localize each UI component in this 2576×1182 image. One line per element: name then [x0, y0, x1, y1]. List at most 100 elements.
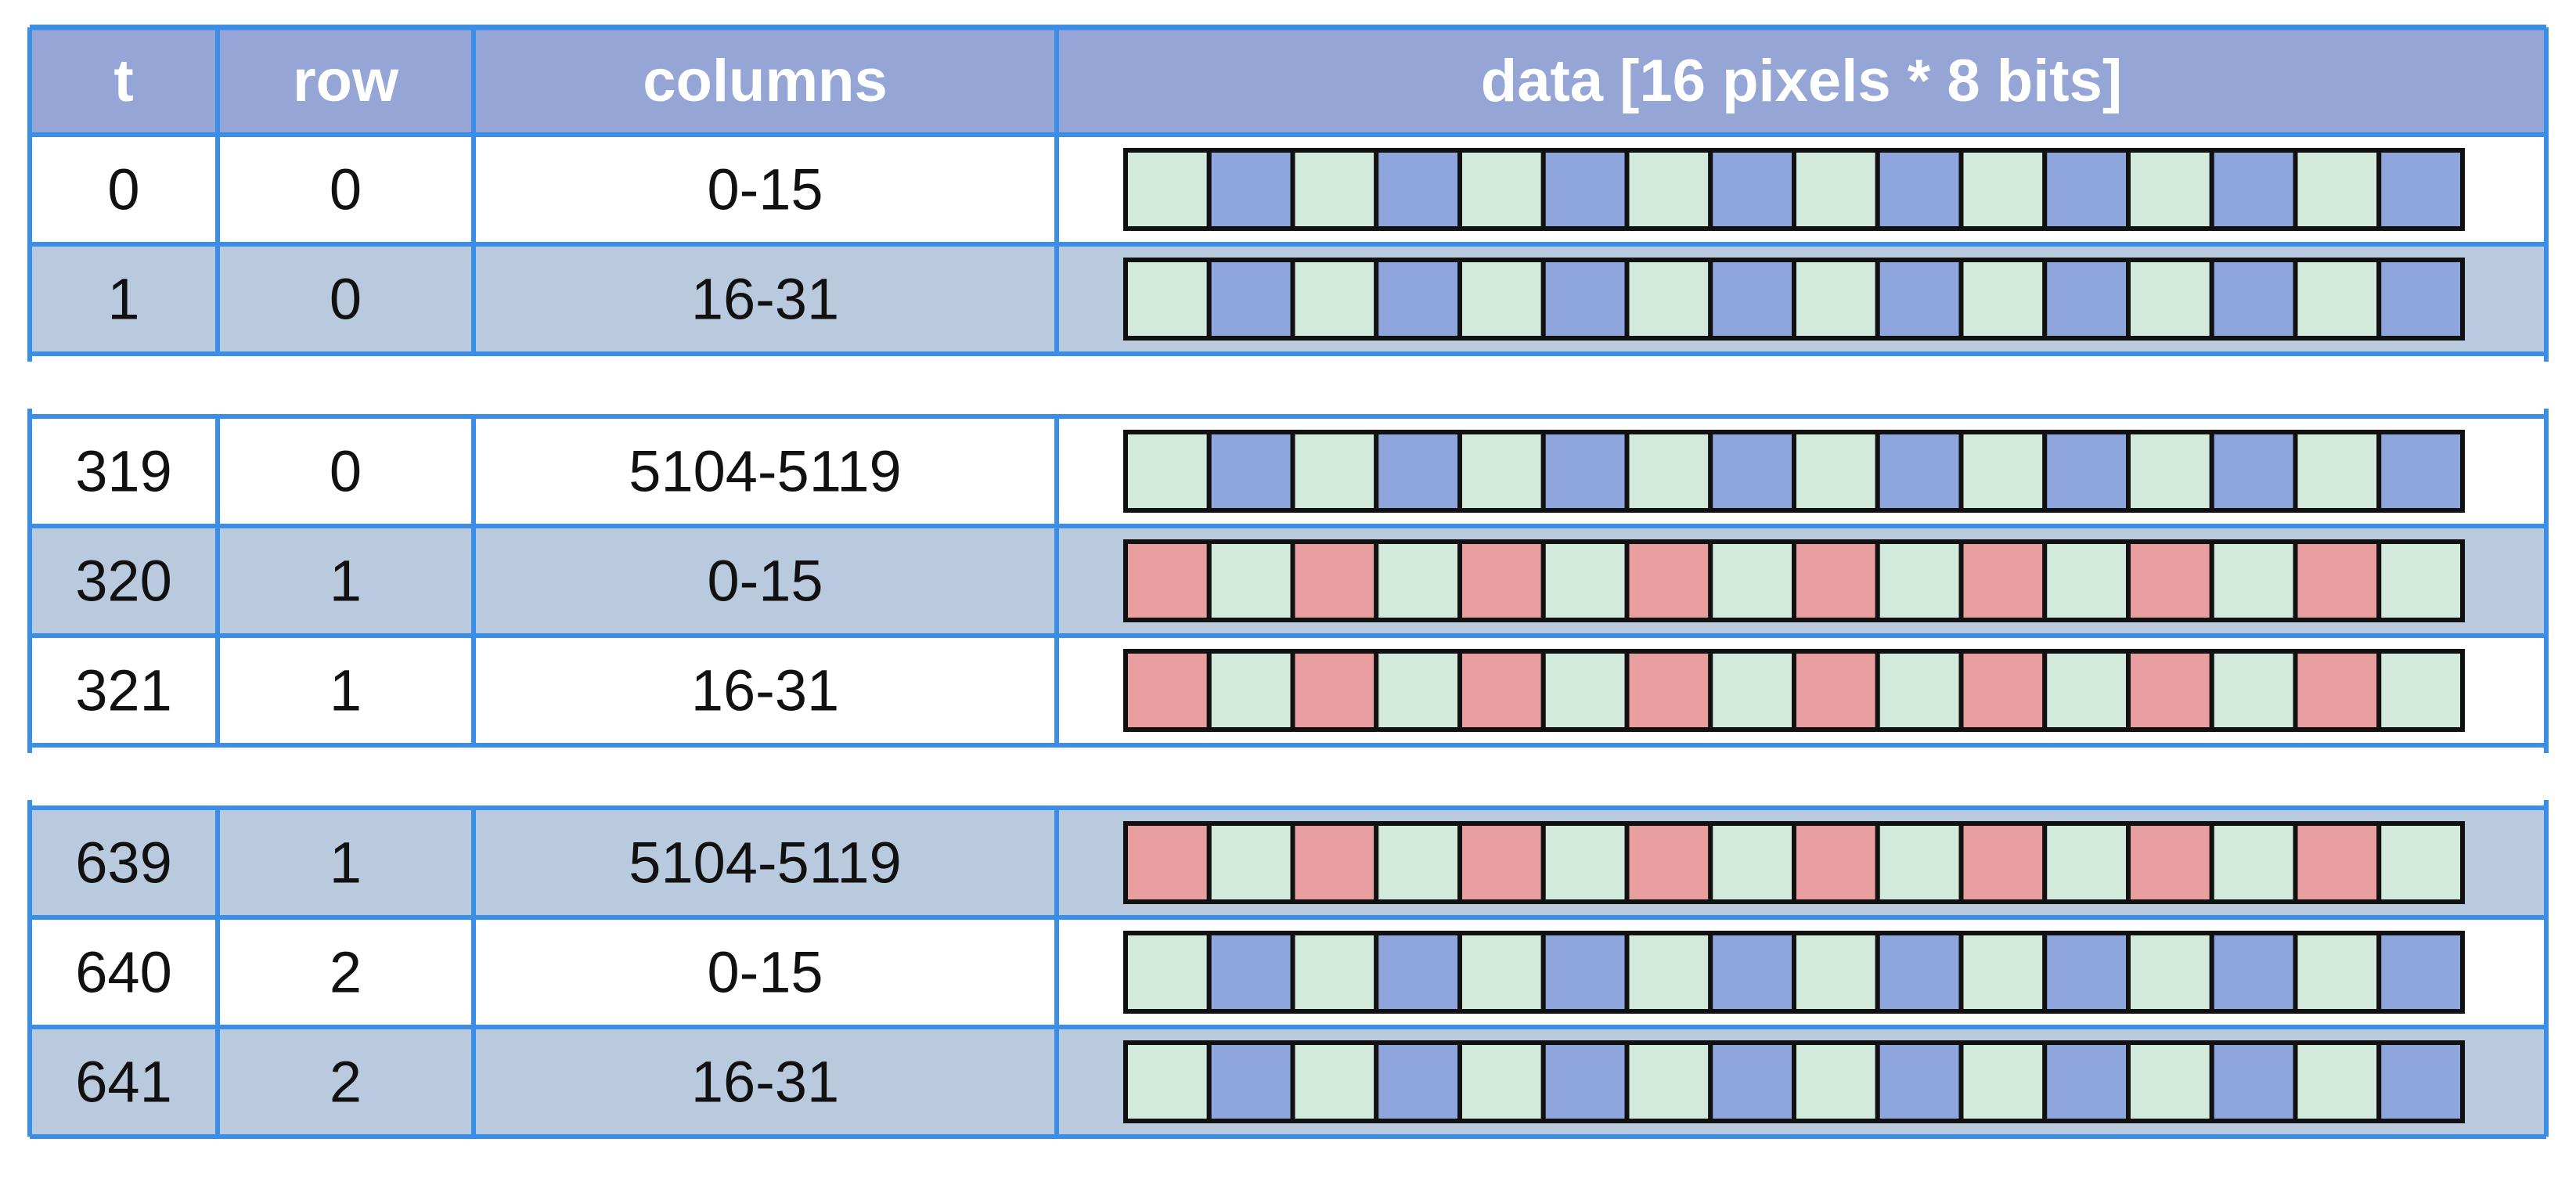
pixel-strip [1123, 931, 2465, 1014]
pixel-green [2126, 258, 2214, 341]
pixel-red [2126, 821, 2214, 904]
pixel-red [1958, 649, 2048, 732]
pixel-red [1457, 649, 1546, 732]
pixel-red [1123, 649, 1212, 732]
pixel-green [2376, 649, 2465, 732]
pixel-green [1123, 148, 1212, 231]
pixel-blue [1875, 931, 1964, 1014]
pixel-green [1792, 931, 1880, 1014]
pixel-green [1624, 1040, 1713, 1123]
pixel-blue [2376, 430, 2465, 513]
pixel-green [2376, 821, 2465, 904]
pixel-green [1374, 539, 1462, 622]
pixel-red [1792, 649, 1880, 732]
grid-lines [27, 24, 2549, 1139]
cell-t: 320 [75, 549, 171, 614]
pixel-strip [1123, 649, 2465, 732]
pixel-blue [1374, 430, 1462, 513]
table-row: 1 0 16-31 [30, 244, 2546, 354]
cell-t: 641 [75, 1050, 171, 1115]
pixel-green [1624, 430, 1713, 513]
pixel-green [1624, 931, 1713, 1014]
pixel-strip [1123, 821, 2465, 904]
pixel-blue [2042, 148, 2131, 231]
pixel-red [1123, 539, 1212, 622]
pixel-green [1457, 258, 1546, 341]
cell-t: 1 [107, 267, 139, 332]
pixel-green [1374, 649, 1462, 732]
pixel-green [1792, 430, 1880, 513]
pixel-green [1958, 430, 2048, 513]
pixel-green [1123, 931, 1212, 1014]
pixel-green [2293, 258, 2382, 341]
pixel-blue [1374, 148, 1462, 231]
table-row: 641 2 16-31 [30, 1027, 2546, 1137]
pixel-blue [2209, 148, 2298, 231]
pixel-green [1206, 539, 1295, 622]
pixel-red [1624, 821, 1713, 904]
cell-t: 319 [75, 439, 171, 504]
pixel-blue [1708, 931, 1796, 1014]
pixel-blue [1708, 148, 1796, 231]
pixel-blue [2042, 258, 2131, 341]
pixel-green [1374, 821, 1462, 904]
pixel-green [1708, 539, 1796, 622]
pixel-red [2126, 649, 2214, 732]
pixel-green [1290, 148, 1379, 231]
pixel-strip [1123, 148, 2465, 231]
pixel-green [1290, 430, 1379, 513]
cell-columns: 5104-5119 [629, 439, 901, 504]
pixel-red [1958, 821, 2048, 904]
pixel-blue [2042, 430, 2131, 513]
pixel-red [1958, 539, 2048, 622]
pixel-green [1457, 148, 1546, 231]
pixel-green [1290, 258, 1379, 341]
pixel-blue [2209, 430, 2298, 513]
pixel-blue [1374, 258, 1462, 341]
pixel-green [2376, 539, 2465, 622]
cell-t: 639 [75, 831, 171, 896]
cell-row: 1 [330, 658, 362, 723]
cell-row: 0 [330, 267, 362, 332]
pixel-blue [1540, 148, 1630, 231]
cell-columns: 16-31 [691, 267, 839, 332]
pixel-strip [1123, 430, 2465, 513]
pixel-green [1540, 649, 1630, 732]
table-row: 319 0 5104-5119 [30, 416, 2546, 526]
pixel-red [1290, 821, 1379, 904]
pixel-green [2042, 649, 2131, 732]
cell-row: 2 [330, 940, 362, 1005]
pixel-blue [1875, 258, 1964, 341]
pixel-green [1540, 821, 1630, 904]
pixel-green [1875, 649, 1964, 732]
pixel-green [1290, 931, 1379, 1014]
pixel-blue [2376, 258, 2465, 341]
pixel-green [2126, 931, 2214, 1014]
pixel-green [1540, 539, 1630, 622]
pixel-green [2042, 539, 2131, 622]
pixel-blue [1708, 1040, 1796, 1123]
pixel-blue [2209, 258, 2298, 341]
pixel-green [1875, 821, 1964, 904]
table-row: 0 0 0-15 [30, 135, 2546, 244]
header-columns: columns [643, 48, 888, 114]
cell-t: 321 [75, 658, 171, 723]
cell-row: 0 [330, 157, 362, 222]
cell-row: 1 [330, 549, 362, 614]
cell-t: 0 [107, 157, 139, 222]
pixel-green [2209, 821, 2298, 904]
table-row: 320 1 0-15 [30, 526, 2546, 636]
pixel-red [2126, 539, 2214, 622]
cell-row: 1 [330, 831, 362, 896]
pixel-blue [1540, 1040, 1630, 1123]
pixel-blue [2042, 931, 2131, 1014]
cell-columns: 5104-5119 [629, 831, 901, 896]
table-row: 640 2 0-15 [30, 917, 2546, 1027]
table-header: t row columns data [16 pixels * 8 bits] [30, 27, 2546, 135]
pixel-blue [1374, 931, 1462, 1014]
pixel-green [1624, 258, 1713, 341]
pixel-blue [1206, 148, 1295, 231]
pixel-green [1958, 931, 2048, 1014]
pixel-blue [2376, 931, 2465, 1014]
